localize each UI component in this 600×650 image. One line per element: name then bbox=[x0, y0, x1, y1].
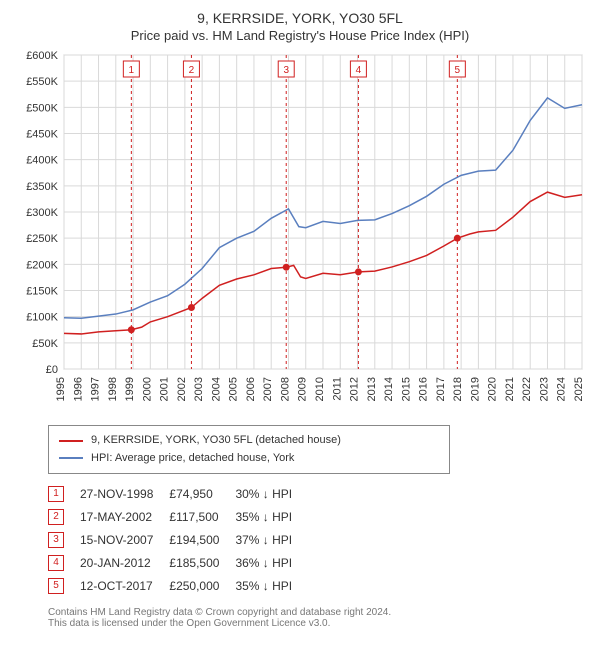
tx-marker: 1 bbox=[48, 486, 64, 502]
address-title: 9, KERRSIDE, YORK, YO30 5FL bbox=[14, 10, 586, 26]
svg-text:2018: 2018 bbox=[452, 377, 464, 401]
svg-text:2001: 2001 bbox=[159, 377, 171, 401]
svg-text:1999: 1999 bbox=[124, 377, 136, 401]
svg-text:2008: 2008 bbox=[279, 377, 291, 401]
svg-text:2020: 2020 bbox=[487, 377, 499, 401]
tx-marker: 5 bbox=[48, 578, 64, 594]
tx-marker: 4 bbox=[48, 555, 64, 571]
legend-item-hpi: HPI: Average price, detached house, York bbox=[59, 450, 439, 468]
legend-item-property: 9, KERRSIDE, YORK, YO30 5FL (detached ho… bbox=[59, 432, 439, 450]
transactions-table: 1 27-NOV-1998£74,95030% ↓ HPI 2 17-MAY-2002… bbox=[48, 482, 308, 597]
tx-date: 27-NOV-1998 bbox=[80, 482, 169, 505]
tx-price: £250,000 bbox=[169, 574, 235, 597]
svg-text:2006: 2006 bbox=[245, 377, 257, 401]
svg-text:2: 2 bbox=[189, 65, 195, 76]
tx-price: £185,500 bbox=[169, 551, 235, 574]
tx-date: 12-OCT-2017 bbox=[80, 574, 169, 597]
tx-pct: 36% ↓ HPI bbox=[235, 551, 308, 574]
svg-text:2010: 2010 bbox=[314, 377, 326, 401]
tx-price: £194,500 bbox=[169, 528, 235, 551]
svg-text:2019: 2019 bbox=[469, 377, 481, 401]
svg-text:£300K: £300K bbox=[26, 207, 58, 219]
legend: 9, KERRSIDE, YORK, YO30 5FL (detached ho… bbox=[48, 425, 450, 474]
svg-text:2002: 2002 bbox=[176, 377, 188, 401]
svg-text:1996: 1996 bbox=[72, 377, 84, 401]
svg-text:2024: 2024 bbox=[556, 377, 568, 401]
transaction-row: 4 20-JAN-2012£185,50036% ↓ HPI bbox=[48, 551, 308, 574]
svg-text:2013: 2013 bbox=[366, 377, 378, 401]
legend-label: HPI: Average price, detached house, York bbox=[91, 450, 294, 468]
tx-pct: 37% ↓ HPI bbox=[235, 528, 308, 551]
svg-text:4: 4 bbox=[356, 65, 362, 76]
svg-text:2005: 2005 bbox=[228, 377, 240, 401]
footnote: Contains HM Land Registry data © Crown c… bbox=[48, 607, 586, 629]
tx-pct: 35% ↓ HPI bbox=[235, 505, 308, 528]
svg-text:£100K: £100K bbox=[26, 312, 58, 324]
tx-marker: 3 bbox=[48, 532, 64, 548]
svg-text:2011: 2011 bbox=[331, 377, 343, 401]
tx-price: £117,500 bbox=[169, 505, 235, 528]
svg-text:2015: 2015 bbox=[400, 377, 412, 401]
chart-subtitle: Price paid vs. HM Land Registry's House … bbox=[14, 28, 586, 43]
svg-text:1995: 1995 bbox=[55, 377, 67, 401]
svg-text:2017: 2017 bbox=[435, 377, 447, 401]
svg-text:2004: 2004 bbox=[210, 377, 222, 401]
tx-price: £74,950 bbox=[169, 482, 235, 505]
transaction-row: 3 15-NOV-2007£194,50037% ↓ HPI bbox=[48, 528, 308, 551]
tx-pct: 30% ↓ HPI bbox=[235, 482, 308, 505]
svg-text:2000: 2000 bbox=[141, 377, 153, 401]
svg-text:2007: 2007 bbox=[262, 377, 274, 401]
price-chart: £0 £50K £100K £150K £200K £250K £300K £350K £400… bbox=[14, 49, 586, 419]
svg-text:2009: 2009 bbox=[297, 377, 309, 401]
tx-date: 15-NOV-2007 bbox=[80, 528, 169, 551]
tx-marker: 2 bbox=[48, 509, 64, 525]
svg-text:2022: 2022 bbox=[521, 377, 533, 401]
tx-pct: 35% ↓ HPI bbox=[235, 574, 308, 597]
svg-text:£500K: £500K bbox=[26, 102, 58, 114]
svg-text:2016: 2016 bbox=[418, 377, 430, 401]
svg-text:2012: 2012 bbox=[349, 377, 361, 401]
svg-text:1998: 1998 bbox=[107, 377, 119, 401]
svg-text:£450K: £450K bbox=[26, 129, 58, 141]
tx-date: 20-JAN-2012 bbox=[80, 551, 169, 574]
transaction-row: 1 27-NOV-1998£74,95030% ↓ HPI bbox=[48, 482, 308, 505]
footnote-line: Contains HM Land Registry data © Crown c… bbox=[48, 607, 586, 618]
transaction-row: 2 17-MAY-2002£117,50035% ↓ HPI bbox=[48, 505, 308, 528]
svg-text:£200K: £200K bbox=[26, 259, 58, 271]
svg-text:£0: £0 bbox=[46, 364, 58, 376]
transaction-row: 5 12-OCT-2017£250,00035% ↓ HPI bbox=[48, 574, 308, 597]
svg-text:2014: 2014 bbox=[383, 377, 395, 401]
svg-text:2025: 2025 bbox=[573, 377, 585, 401]
tx-date: 17-MAY-2002 bbox=[80, 505, 169, 528]
svg-text:£400K: £400K bbox=[26, 155, 58, 167]
footnote-line: This data is licensed under the Open Gov… bbox=[48, 618, 586, 629]
svg-text:2003: 2003 bbox=[193, 377, 205, 401]
svg-text:£550K: £550K bbox=[26, 76, 58, 88]
svg-text:£250K: £250K bbox=[26, 233, 58, 245]
svg-text:3: 3 bbox=[283, 65, 289, 76]
svg-text:2021: 2021 bbox=[504, 377, 516, 401]
svg-text:5: 5 bbox=[455, 65, 461, 76]
svg-text:1: 1 bbox=[129, 65, 135, 76]
legend-label: 9, KERRSIDE, YORK, YO30 5FL (detached ho… bbox=[91, 432, 341, 450]
svg-text:1997: 1997 bbox=[90, 377, 102, 401]
svg-text:£350K: £350K bbox=[26, 181, 58, 193]
svg-text:£600K: £600K bbox=[26, 50, 58, 62]
svg-text:£50K: £50K bbox=[32, 338, 58, 350]
svg-text:2023: 2023 bbox=[538, 377, 550, 401]
svg-text:£150K: £150K bbox=[26, 286, 58, 298]
